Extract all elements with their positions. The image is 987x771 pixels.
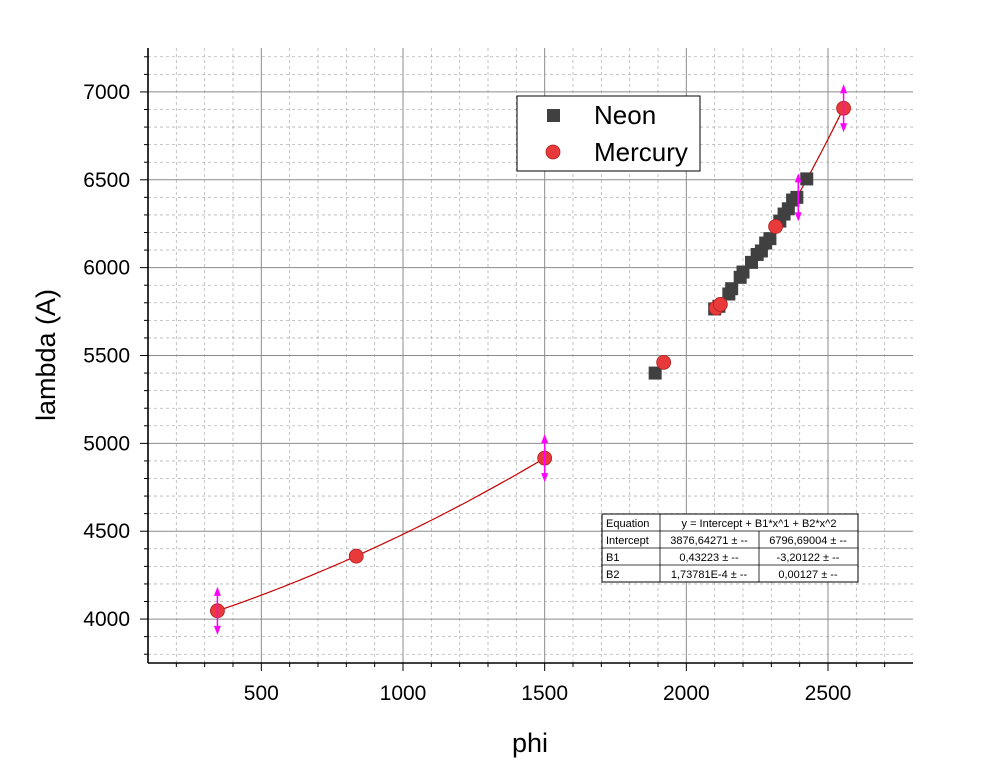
error-bar-arrow-up [794, 173, 802, 183]
mercury-point [348, 548, 364, 564]
fit-table-cell: -3,20122 ± -- [777, 552, 840, 564]
error-bar-arrow-up [541, 434, 549, 444]
fit-table-cell: 1,73781E-4 ± -- [671, 569, 748, 581]
y-tick-label: 4500 [83, 520, 130, 543]
mercury-point [768, 219, 783, 234]
y-tick-label: 5000 [83, 432, 130, 455]
x-tick-label: 2500 [805, 682, 852, 705]
neon-point [725, 282, 739, 296]
error-bar-arrow-down [213, 625, 221, 635]
x-axis-title: phi [512, 728, 548, 758]
error-bar-arrow-down [840, 123, 848, 133]
mercury-point [656, 354, 672, 370]
y-tick-label: 7000 [83, 81, 130, 104]
error-bar-arrow-down [794, 212, 802, 222]
legend-marker-mercury [545, 144, 561, 160]
legend-box [516, 95, 701, 172]
error-bars [213, 84, 848, 635]
y-tick-label: 6500 [83, 169, 130, 192]
fit-table-cell: 3876,64271 ± -- [670, 535, 748, 547]
legend-label-mercury: Mercury [594, 137, 688, 167]
legend: Neon Mercury [516, 95, 701, 172]
fit-table-cell: y = Intercept + B1*x^1 + B2*x^2 [682, 518, 837, 530]
neon-point [790, 190, 804, 204]
fit-table-cell: Equation [606, 518, 649, 530]
neon-point [800, 172, 814, 186]
error-bar-arrow-down [541, 473, 549, 483]
fit-table-cell: 0,43223 ± -- [679, 552, 739, 564]
fit-curve [217, 457, 546, 612]
fit-table-cell: Intercept [606, 535, 649, 547]
x-tick-label: 500 [244, 682, 279, 705]
data-points [210, 100, 851, 619]
x-tick-label: 1000 [380, 682, 427, 705]
fit-table-cell: 0,00127 ± -- [778, 569, 838, 581]
fit-table-cell: B2 [606, 569, 619, 581]
y-tick-label: 4000 [83, 608, 130, 631]
fit-table-cell: B1 [606, 552, 619, 564]
axes: 500 1000 1500 2000 2500 4000 4500 5000 5500 6000 6… [83, 48, 913, 705]
x-tick-label: 2000 [663, 682, 710, 705]
y-tick-label: 5500 [83, 345, 130, 368]
error-bar-arrow-up [840, 84, 848, 94]
legend-marker-neon [547, 109, 560, 122]
fit-results-table: Equation y = Intercept + B1*x^1 + B2*x^2… [601, 513, 859, 583]
x-tick-label: 1500 [521, 682, 568, 705]
error-bar-arrow-up [213, 586, 221, 596]
y-tick-label: 6000 [83, 257, 130, 280]
neon-point [648, 366, 662, 380]
legend-label-neon: Neon [594, 100, 656, 130]
y-axis-title: lambda (A) [31, 289, 61, 421]
mercury-point [712, 296, 728, 312]
neon-point [763, 232, 777, 246]
fit-table-cell: 6796,69004 ± -- [769, 535, 847, 547]
